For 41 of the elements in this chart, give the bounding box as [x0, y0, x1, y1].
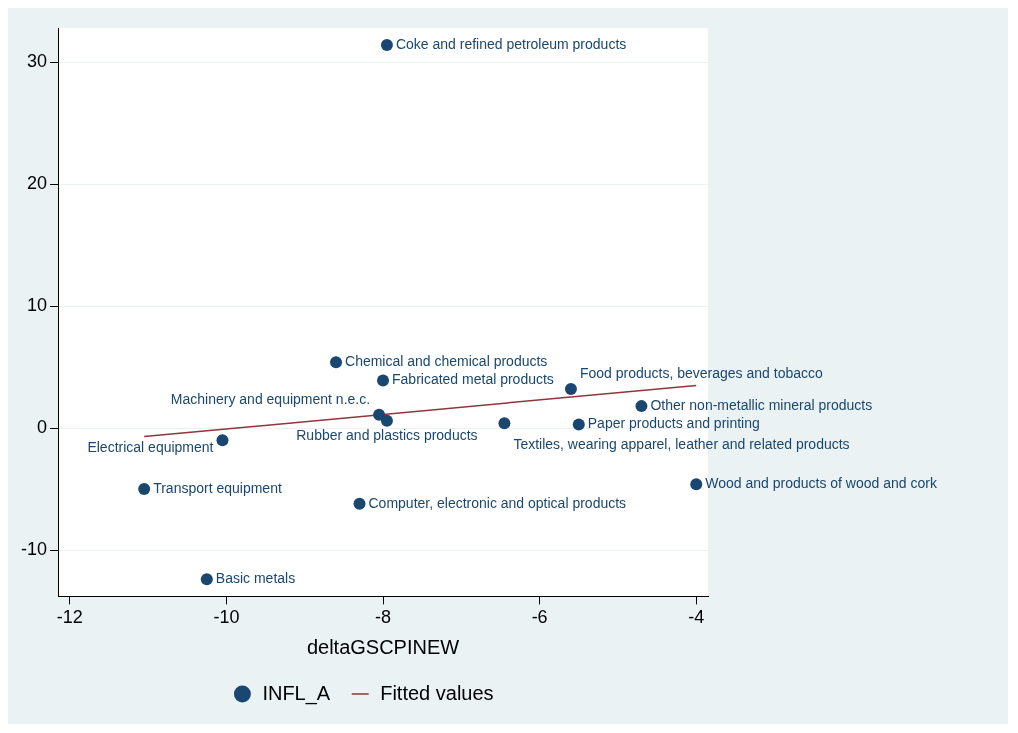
- data-label: Transport equipment: [153, 479, 282, 496]
- point: [200, 573, 213, 586]
- data-label: Wood and products of wood and cork: [705, 475, 938, 492]
- x-axis-title: deltaGSCPINEW: [306, 635, 460, 658]
- data-label: Paper products and printing: [587, 415, 760, 432]
- point: [216, 434, 229, 447]
- point: [380, 414, 393, 427]
- data-label: Fabricated metal products: [392, 371, 554, 388]
- x-tick-label: -6: [531, 607, 548, 628]
- point: [635, 400, 648, 413]
- point: [690, 478, 703, 491]
- y-tick-label: 30: [26, 51, 48, 72]
- data-label: Machinery and equipment n.e.c.: [170, 390, 371, 407]
- point: [138, 483, 151, 496]
- legend-label: INFL_A: [262, 681, 331, 705]
- legend-label: Fitted values: [380, 681, 494, 704]
- x-tick-label: -10: [213, 607, 240, 628]
- data-label: Coke and refined petroleum products: [395, 35, 627, 52]
- point: [380, 39, 393, 52]
- point: [572, 418, 585, 431]
- data-label: Food products, beverages and tobacco: [579, 364, 823, 381]
- data-label: Chemical and chemical products: [345, 353, 548, 370]
- data-label: Basic metals: [215, 570, 296, 587]
- point: [498, 417, 511, 430]
- x-tick-label: -8: [375, 607, 392, 628]
- y-tick-label: 10: [26, 295, 48, 316]
- point: [353, 497, 366, 510]
- y-tick-label: 0: [37, 417, 48, 438]
- data-label: Other non-metallic mineral products: [650, 396, 873, 413]
- data-label: Computer, electronic and optical products: [368, 494, 627, 511]
- x-tick-label: -12: [56, 607, 83, 628]
- point: [564, 383, 577, 396]
- point: [377, 374, 390, 387]
- data-label: Rubber and plastics products: [296, 426, 478, 443]
- point: [330, 356, 343, 369]
- point: [373, 408, 386, 421]
- y-tick-label: 20: [26, 173, 48, 194]
- x-tick-label: -4: [688, 607, 705, 628]
- y-tick-label: -10: [21, 539, 48, 560]
- data-label: Textiles, wearing apparel, leather and related products: [513, 436, 850, 453]
- data-label: Electrical equipment: [87, 439, 214, 456]
